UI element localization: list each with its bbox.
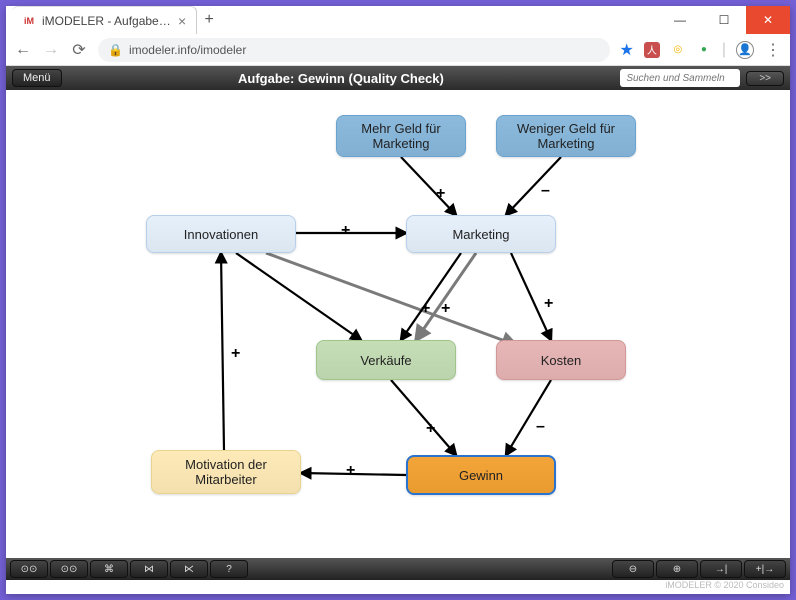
edge-sign: – [536,418,545,436]
edge-sign: + [426,420,435,438]
extension-icon[interactable]: ● [696,42,712,58]
profile-icon[interactable]: 👤 [736,41,754,59]
edge-sign: + [231,345,240,363]
diagram-node-kosten[interactable]: Kosten [496,340,626,380]
nav-reload-icon[interactable]: ⟳ [70,41,88,59]
extension-icon[interactable]: ◎ [670,42,686,58]
edge-sign: + [544,295,553,313]
footer-zoom-button[interactable]: ⊕ [656,560,698,578]
edge-sign: – [541,182,550,200]
app-title: Aufgabe: Gewinn (Quality Check) [68,71,615,86]
browser-address-bar: ← → ⟳ 🔒 imodeler.info/imodeler ★ 人 ◎ ● |… [6,34,790,66]
app-toolbar: Menü Aufgabe: Gewinn (Quality Check) >> [6,66,790,90]
diagram-node-motivation[interactable]: Motivation derMitarbeiter [151,450,301,494]
window-maximize-button[interactable]: ☐ [702,6,746,34]
footer-toolbar: ⊙⊙⊙⊙⌘⋈⋉? ⊖⊕→|+|→ [6,558,790,580]
edge-sign: + [436,185,445,203]
nav-forward-icon[interactable]: → [42,41,60,59]
tab-title: iMODELER - Aufgabe: Gewinn (Q [42,14,172,28]
bookmark-star-icon[interactable]: ★ [620,40,634,60]
edge-sign: + [346,462,355,480]
url-text: imodeler.info/imodeler [129,43,246,57]
window-close-button[interactable]: ✕ [746,6,790,34]
diagram-canvas[interactable]: Mehr Geld fürMarketing Weniger Geld fürMa… [6,90,790,558]
menu-dots-icon[interactable]: ⋮ [764,41,782,59]
footer-zoom-button[interactable]: ⊖ [612,560,654,578]
footer-tool-button[interactable]: ? [210,560,248,578]
edge-sign: + [421,300,430,318]
diagram-node-marketing[interactable]: Marketing [406,215,556,253]
search-input[interactable] [620,69,740,87]
diagram-node-mehr_geld[interactable]: Mehr Geld fürMarketing [336,115,466,157]
browser-tab[interactable]: iM iMODELER - Aufgabe: Gewinn (Q × [12,6,197,34]
footer-zoom-button[interactable]: +|→ [744,560,786,578]
menu-button[interactable]: Menü [12,69,62,87]
edge-sign: + [341,222,350,240]
footer-tool-button[interactable]: ⌘ [90,560,128,578]
divider: | [722,41,726,59]
lock-icon: 🔒 [108,43,123,57]
footer-tool-button[interactable]: ⊙⊙ [10,560,48,578]
footer-tool-button[interactable]: ⋈ [130,560,168,578]
footer-tool-button[interactable]: ⋉ [170,560,208,578]
extension-icon[interactable]: 人 [644,42,660,58]
new-tab-button[interactable]: + [197,8,221,32]
url-box[interactable]: 🔒 imodeler.info/imodeler [98,38,610,62]
diagram-node-weniger_geld[interactable]: Weniger Geld fürMarketing [496,115,636,157]
edge-sign: + [441,300,450,318]
window-minimize-button[interactable]: — [658,6,702,34]
footer-zoom-button[interactable]: →| [700,560,742,578]
browser-titlebar: iM iMODELER - Aufgabe: Gewinn (Q × + — ☐… [6,6,790,34]
diagram-node-gewinn[interactable]: Gewinn [406,455,556,495]
forward-button[interactable]: >> [746,71,784,86]
copyright-text: iMODELER © 2020 Consideo [6,580,790,594]
footer-tool-button[interactable]: ⊙⊙ [50,560,88,578]
diagram-node-verkaeufe[interactable]: Verkäufe [316,340,456,380]
tab-favicon: iM [22,14,36,28]
diagram-node-innovationen[interactable]: Innovationen [146,215,296,253]
nav-back-icon[interactable]: ← [14,41,32,59]
tab-close-icon[interactable]: × [178,13,186,29]
